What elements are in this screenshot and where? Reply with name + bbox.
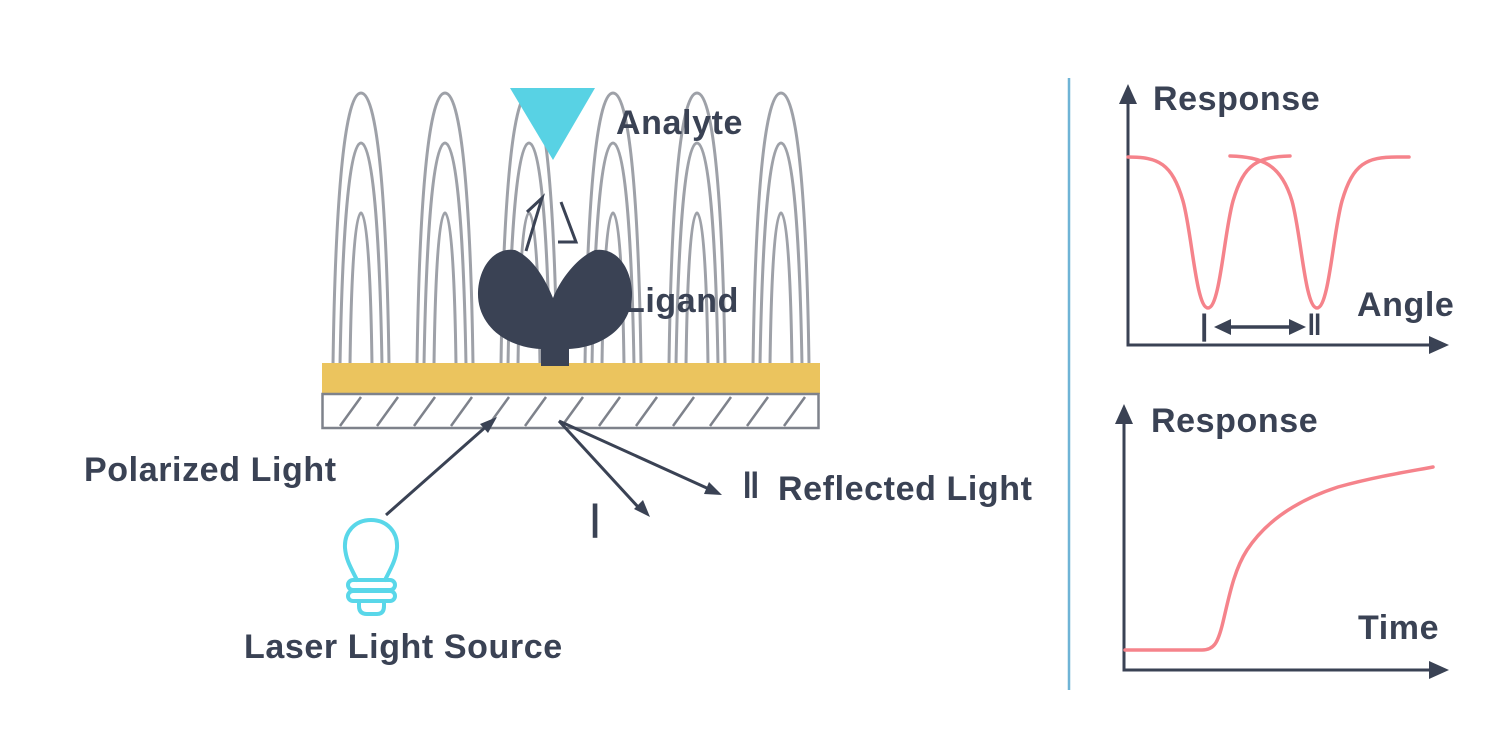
laser-light-source-label: Laser Light Source — [244, 628, 563, 666]
incident-ray-arrow — [385, 417, 497, 517]
parallel-polarization-symbol: ‖ — [742, 465, 761, 506]
time-chart-xlabel: Time — [1358, 609, 1440, 647]
analyte-label: Analyte — [616, 104, 744, 142]
time-chart-ylabel: Response — [1151, 402, 1319, 440]
polarized-light-label: Polarized Light — [84, 451, 337, 489]
angle-chart-xlabel: Angle — [1357, 286, 1455, 324]
time-chart-axes — [1115, 404, 1449, 679]
light-bulb-icon — [342, 517, 400, 616]
sensorgram-curve — [1123, 465, 1435, 652]
dip-curve-perpendicular — [1126, 154, 1292, 310]
dip-marker-parallel: ‖ — [1307, 309, 1323, 342]
gold-film — [322, 363, 820, 394]
binding-equilibrium-arrows-icon — [524, 193, 579, 252]
angle-chart-axes — [1119, 84, 1449, 354]
angle-chart-ylabel: Response — [1153, 80, 1321, 118]
glass-substrate-hatch — [321, 392, 820, 430]
reflected-ray-arrows — [557, 419, 722, 517]
reflected-light-label: Reflected Light — [778, 470, 1033, 508]
perpendicular-ray-symbol: | — [590, 497, 601, 538]
analyte-triangle — [510, 88, 595, 160]
ligand-label: Ligand — [624, 282, 740, 320]
angle-chart-curves — [1126, 154, 1411, 310]
dip-curve-parallel — [1228, 154, 1411, 310]
dip-marker-perpendicular: | — [1200, 309, 1210, 342]
dip-shift-arrow — [1214, 319, 1306, 335]
ligand-shape — [477, 249, 633, 366]
